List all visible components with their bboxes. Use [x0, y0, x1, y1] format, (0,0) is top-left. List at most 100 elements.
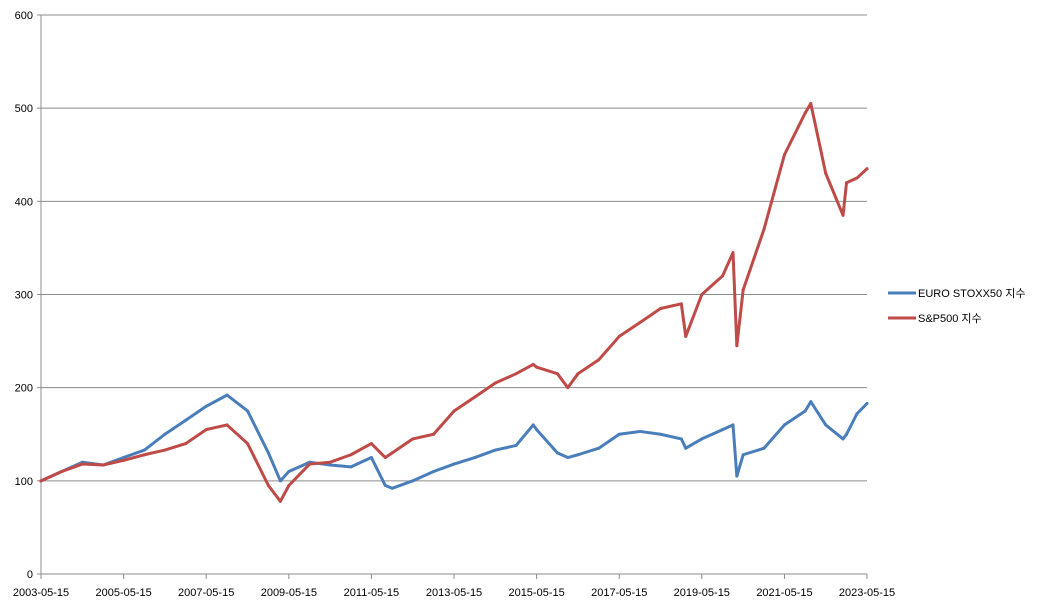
- data-point: [184, 418, 188, 422]
- data-point: [566, 386, 570, 390]
- data-point: [841, 213, 845, 217]
- y-tick-label: 600: [15, 10, 33, 22]
- x-tick-label: 2003-05-15: [13, 587, 69, 599]
- data-point: [855, 412, 859, 416]
- data-point: [452, 409, 456, 413]
- x-tick-label: 2009-05-15: [261, 587, 317, 599]
- data-point: [184, 442, 188, 446]
- data-point: [80, 462, 84, 466]
- data-point: [684, 446, 688, 450]
- data-point: [865, 167, 869, 171]
- data-point: [865, 402, 869, 405]
- series-layer: [39, 102, 869, 503]
- data-point: [566, 456, 570, 460]
- series-line: [39, 102, 869, 503]
- data-point: [731, 251, 735, 255]
- data-point: [349, 453, 353, 457]
- x-tick-label: 2011-05-15: [344, 587, 399, 599]
- x-axis-tick-labels: 2003-05-15 2005-05-15 2007-05-15 2009-05-15…: [13, 574, 895, 599]
- data-point: [383, 456, 387, 460]
- data-point: [741, 453, 745, 457]
- data-point: [308, 462, 312, 466]
- data-point: [432, 432, 436, 436]
- data-point: [122, 456, 126, 460]
- data-point: [679, 437, 683, 441]
- data-point: [278, 499, 282, 503]
- data-point: [473, 395, 477, 399]
- data-point: [782, 153, 786, 157]
- data-point: [659, 306, 663, 310]
- data-point: [824, 171, 828, 175]
- data-point: [841, 437, 845, 441]
- data-point: [735, 344, 739, 348]
- x-tick-label: 2017-05-15: [591, 587, 647, 599]
- data-point: [555, 451, 559, 455]
- data-point: [204, 428, 208, 432]
- legend-item: S&P500 지수: [888, 312, 982, 325]
- data-point: [452, 462, 456, 466]
- x-tick-label: 2019-05-15: [674, 587, 730, 599]
- data-point: [225, 423, 229, 427]
- y-tick-label: 400: [15, 196, 33, 208]
- data-point: [473, 456, 477, 460]
- data-point: [803, 111, 807, 115]
- legend: EURO STOXX50 지수 S&P500 지수: [888, 287, 1025, 325]
- data-point: [824, 423, 828, 427]
- data-point: [390, 486, 394, 490]
- data-point: [411, 479, 415, 483]
- data-point: [39, 479, 43, 483]
- data-point: [531, 362, 535, 366]
- y-tick-label: 500: [15, 103, 33, 115]
- data-point: [535, 428, 539, 432]
- y-tick-label: 200: [15, 383, 33, 395]
- data-point: [684, 334, 688, 338]
- legend-item: EURO STOXX50 지수: [888, 287, 1025, 300]
- data-point: [576, 372, 580, 376]
- series-line: [39, 393, 869, 490]
- data-point: [700, 293, 704, 296]
- legend-label: S&P500 지수: [918, 312, 982, 325]
- data-point: [266, 483, 270, 487]
- data-point: [101, 463, 105, 467]
- data-point: [390, 451, 394, 455]
- x-tick-label: 2005-05-15: [96, 587, 152, 599]
- data-point: [163, 432, 167, 436]
- data-point: [142, 448, 146, 452]
- x-tick-label: 2021-05-15: [756, 587, 812, 599]
- data-point: [225, 393, 229, 397]
- data-point: [432, 470, 436, 474]
- data-point: [809, 102, 813, 106]
- data-point: [617, 334, 621, 338]
- data-point: [721, 274, 725, 278]
- data-point: [741, 288, 745, 292]
- y-tick-label: 300: [15, 290, 33, 302]
- series-2: [39, 102, 869, 503]
- data-point: [383, 483, 387, 487]
- data-point: [721, 428, 725, 432]
- data-point: [762, 446, 766, 450]
- data-point: [142, 453, 146, 457]
- series-1: [39, 393, 869, 490]
- data-point: [735, 474, 739, 478]
- x-tick-label: 2015-05-15: [508, 587, 564, 599]
- data-point: [597, 446, 601, 450]
- data-point: [60, 470, 64, 474]
- x-tick-label: 2013-05-15: [426, 587, 482, 599]
- data-point: [328, 463, 332, 467]
- data-point: [369, 442, 373, 446]
- data-point: [576, 453, 580, 457]
- data-point: [679, 302, 683, 306]
- data-point: [122, 458, 126, 462]
- data-point: [803, 409, 807, 413]
- data-point: [266, 451, 270, 455]
- data-point: [493, 381, 497, 385]
- data-point: [617, 432, 621, 436]
- data-point: [514, 372, 518, 376]
- gridlines: [41, 14, 867, 482]
- data-point: [659, 432, 663, 436]
- data-point: [638, 320, 642, 324]
- legend-label: EURO STOXX50 지수: [918, 287, 1025, 300]
- data-point: [597, 358, 601, 362]
- data-point: [163, 448, 167, 452]
